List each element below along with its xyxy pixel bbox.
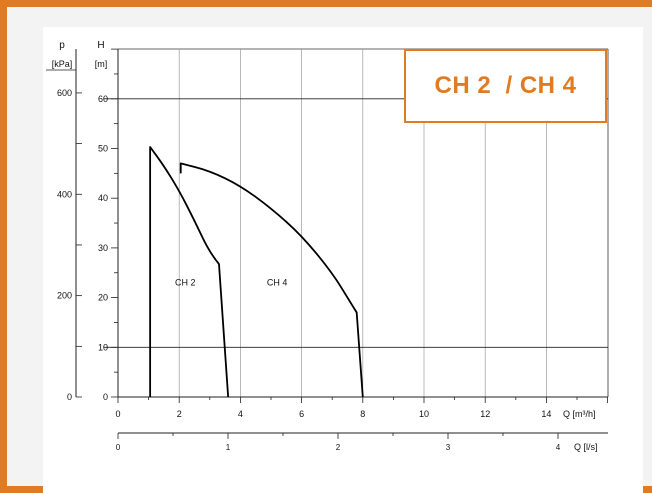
q-m3h-axis-label: Q [m³/h]: [563, 409, 596, 419]
curve-label-ch-4: CH 4: [267, 278, 288, 288]
p-axis-label: p: [59, 40, 65, 51]
h-axis-unit: [m]: [95, 59, 108, 69]
q-ls-axis-label: Q [l/s]: [574, 442, 598, 452]
p-tick-label: 200: [57, 291, 72, 301]
h-tick-label: 20: [98, 293, 108, 303]
q-ls-tick-label: 4: [556, 443, 561, 452]
q-m3h-tick-label: 10: [419, 409, 429, 419]
h-axis-label: H: [97, 40, 104, 51]
q-m3h-tick-label: 4: [238, 409, 243, 419]
q-m3h-tick-label: 0: [115, 409, 120, 419]
q-m3h-tick-label: 14: [541, 409, 551, 419]
h-tick-label: 0: [103, 392, 108, 402]
q-ls-tick-label: 2: [336, 443, 341, 452]
h-tick-label: 60: [98, 94, 108, 104]
curve-label-ch-2: CH 2: [175, 278, 196, 288]
p-tick-label: 600: [57, 88, 72, 98]
q-ls-tick-label: 3: [446, 443, 451, 452]
chart-title-box: CH 2 / CH 4: [404, 49, 607, 123]
q-ls-tick-label: 1: [226, 443, 231, 452]
p-tick-label: 400: [57, 189, 72, 199]
curve-ch-4: [179, 162, 364, 398]
h-tick-label: 30: [98, 243, 108, 253]
h-tick-label: 40: [98, 193, 108, 203]
p-axis-unit: [kPa]: [52, 59, 73, 69]
q-m3h-tick-label: 8: [360, 409, 365, 419]
h-tick-label: 10: [98, 342, 108, 352]
h-tick-label: 50: [98, 144, 108, 154]
chart-title: CH 2 / CH 4: [434, 72, 577, 99]
q-m3h-tick-label: 12: [480, 409, 490, 419]
curve-ch-2: [149, 146, 230, 398]
q-m3h-tick-label: 2: [177, 409, 182, 419]
q-ls-tick-label: 0: [116, 443, 121, 452]
q-m3h-tick-label: 6: [299, 409, 304, 419]
p-tick-label: 0: [67, 392, 72, 402]
